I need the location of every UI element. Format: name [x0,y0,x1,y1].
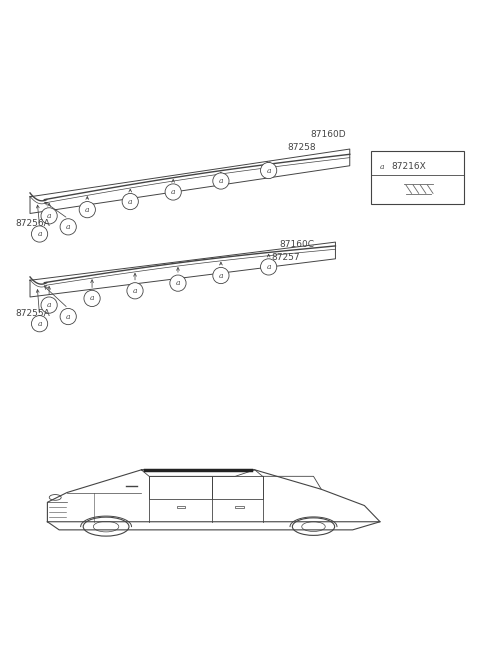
Text: a: a [176,279,180,287]
Text: 87258: 87258 [288,144,316,152]
Text: a: a [90,295,94,302]
Circle shape [213,173,229,189]
Circle shape [261,259,277,275]
Polygon shape [48,470,380,522]
Circle shape [261,163,277,178]
Circle shape [127,283,143,299]
Text: a: a [133,287,137,295]
Circle shape [60,218,76,235]
Text: a: a [85,205,90,214]
Bar [177,506,185,508]
Text: a: a [66,312,71,321]
Bar [371,152,464,204]
Text: a: a [47,301,51,309]
Text: a: a [37,319,42,328]
Circle shape [79,201,96,218]
Text: 87255A: 87255A [16,309,50,318]
Text: a: a [266,167,271,174]
Circle shape [32,226,48,242]
Text: a: a [171,188,175,196]
Text: 87256A: 87256A [16,220,50,228]
Text: a: a [47,212,51,220]
Text: a: a [380,163,384,171]
Text: a: a [37,230,42,238]
Text: 87160D: 87160D [311,131,346,140]
Text: a: a [219,272,223,279]
Circle shape [122,194,138,210]
Circle shape [84,291,100,306]
Text: 87216X: 87216X [392,162,427,171]
Text: a: a [128,197,132,205]
Text: 87257: 87257 [271,253,300,262]
Circle shape [165,184,181,200]
Circle shape [213,268,229,283]
Text: a: a [266,263,271,271]
Text: 87160C: 87160C [280,240,315,249]
Circle shape [41,208,57,224]
Circle shape [41,297,57,313]
Text: a: a [219,177,223,185]
Circle shape [60,308,76,325]
Circle shape [170,275,186,291]
Circle shape [375,160,388,173]
Text: a: a [66,223,71,231]
Circle shape [32,316,48,332]
Bar [235,506,244,508]
